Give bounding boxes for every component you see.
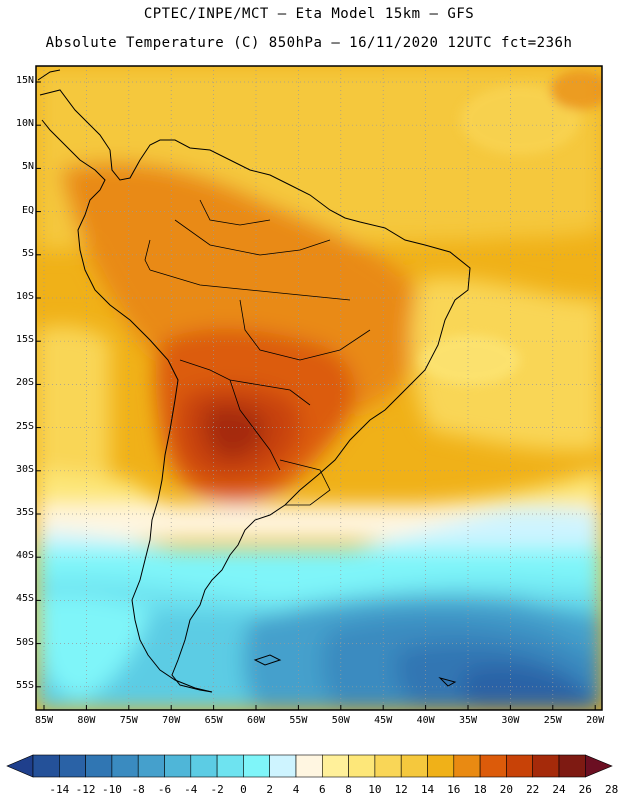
lat-label: 45S (15, 593, 34, 605)
colorbar-label: 24 (552, 783, 566, 796)
lat-label: 35S (15, 507, 34, 518)
colorbar-swatch (400, 754, 428, 778)
lat-label: 5S (21, 247, 34, 259)
map-gridlines (36, 66, 602, 710)
lon-label: 65W (204, 715, 223, 726)
colorbar-swatch (32, 754, 60, 778)
lon-label: 45W (374, 715, 393, 726)
lat-label: 10N (15, 118, 34, 130)
lon-label: 85W (34, 715, 54, 726)
lat-label: 55S (15, 679, 34, 691)
lon-label: 70W (162, 715, 181, 726)
colorbar-arrow-left (6, 754, 34, 778)
title-line-2: Absolute Temperature (C) 850hPa – 16/11/… (45, 35, 573, 51)
colorbar-label: 8 (345, 783, 352, 796)
lon-label: 80W (77, 715, 96, 726)
colorbar-label: -10 (101, 783, 122, 796)
colorbar-label: -14 (49, 783, 70, 796)
colorbar-label: 26 (578, 783, 592, 796)
colorbar-label: -12 (75, 783, 96, 796)
lat-label: 30S (15, 463, 34, 475)
colorbar-label: 18 (473, 783, 487, 796)
lat-label: 15N (15, 75, 34, 86)
colorbar-label: -6 (157, 783, 172, 796)
colorbar-swatch (58, 754, 86, 778)
colorbar-swatch (532, 754, 560, 778)
map-frame (35, 65, 603, 711)
lon-label: 40W (416, 715, 435, 726)
colorbar-swatch (85, 754, 113, 778)
colorbar-label: -8 (131, 783, 145, 796)
colorbar-label: 14 (420, 783, 435, 796)
colorbar-swatch (190, 754, 218, 778)
colorbar-swatch (137, 754, 165, 778)
lat-label: 5N (21, 161, 34, 173)
colorbar-label: 4 (292, 783, 300, 796)
colorbar-label: -4 (184, 783, 198, 796)
lon-label: 30W (501, 715, 520, 726)
colorbar-swatch (558, 754, 586, 778)
lat-label: 25S (15, 420, 34, 432)
colorbar-swatch (479, 754, 507, 778)
colorbar-swatch (427, 754, 455, 778)
colorbar-label: 0 (240, 783, 247, 796)
colorbar-swatch (111, 754, 139, 778)
axis-ticks (36, 81, 596, 710)
colorbar-label: 20 (499, 783, 514, 796)
lon-label: 35W (458, 715, 478, 726)
lat-label: 50S (15, 636, 34, 648)
coastlines (37, 69, 471, 693)
colorbar-label: 12 (394, 783, 408, 796)
colorbar-label: -2 (210, 783, 224, 796)
colorbar-label: 22 (526, 783, 540, 796)
colorbar-label: 2 (266, 783, 273, 796)
lat-label: 15S (15, 334, 34, 346)
colorbar-swatch (164, 754, 192, 778)
colorbar-swatch (321, 754, 349, 778)
lon-label: 25W (543, 715, 562, 726)
country-borders (144, 199, 371, 506)
colorbar-label: 10 (368, 783, 382, 796)
temperature-field (36, 66, 602, 710)
lon-label: 20W (586, 715, 605, 726)
lat-label: 40S (15, 550, 34, 562)
colorbar-label: 28 (604, 783, 618, 796)
lon-label: 60W (246, 715, 266, 726)
colorbar-swatch (348, 754, 376, 778)
colorbar-swatch (269, 754, 297, 778)
colorbar-swatch (453, 754, 481, 778)
title-line-1: CPTEC/INPE/MCT – Eta Model 15km – GFS (143, 6, 475, 22)
lat-label: EQ (21, 204, 34, 216)
colorbar-swatch (216, 754, 244, 778)
colorbar (6, 754, 613, 778)
colorbar-label: 6 (318, 783, 326, 796)
colorbar-label: 16 (447, 783, 461, 796)
colorbar-swatch (243, 754, 270, 778)
lon-label: 75W (119, 715, 138, 726)
lon-label: 55W (289, 715, 308, 726)
lat-label: 10S (15, 291, 34, 302)
colorbar-arrow-right (584, 754, 613, 778)
lon-label: 50W (331, 715, 350, 726)
colorbar-swatch (506, 754, 533, 778)
lat-label: 20S (15, 377, 34, 389)
colorbar-swatch (295, 754, 323, 778)
colorbar-swatch (374, 754, 402, 778)
